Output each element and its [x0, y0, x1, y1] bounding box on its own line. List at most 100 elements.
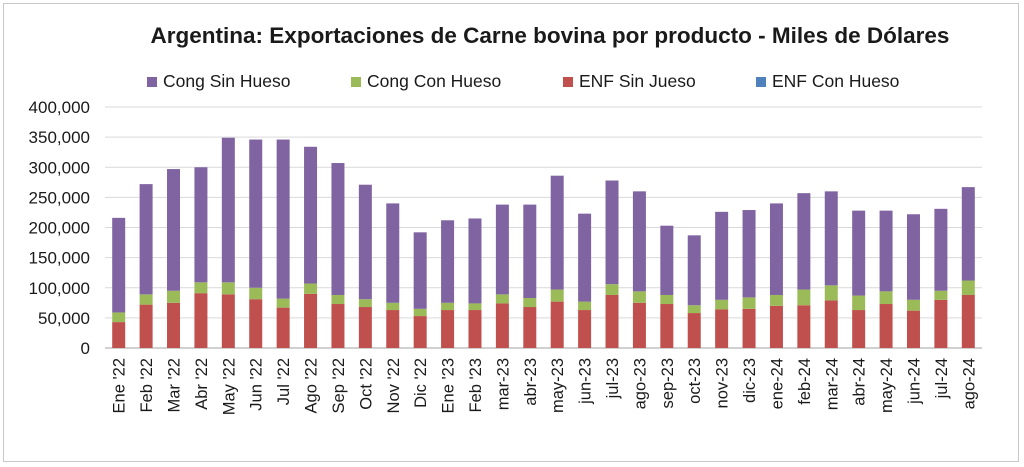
x-tick-label: Ene '22 [111, 358, 129, 413]
bars [112, 137, 975, 348]
x-tick-label: jul-23 [604, 358, 622, 399]
bar-segment-enf-sin-jueso [824, 300, 838, 348]
bar-segment-cong-con-hueso [221, 282, 235, 295]
y-tick-label: 350,000 [29, 128, 90, 147]
bar-segment-enf-sin-jueso [879, 304, 893, 348]
bar-segment-cong-con-hueso [468, 303, 482, 311]
y-tick-label: 100,000 [29, 279, 90, 298]
bar-segment-cong-con-hueso [769, 294, 783, 306]
bar-segment-enf-sin-jueso [331, 304, 345, 348]
y-tick-label: 0 [81, 339, 90, 358]
bar-segment-enf-sin-jueso [304, 293, 318, 348]
bar-segment-cong-sin-hueso [578, 213, 592, 302]
bar-segment-enf-sin-jueso [167, 302, 181, 348]
bar-segment-enf-sin-jueso [194, 293, 208, 348]
bar-segment-cong-con-hueso [906, 299, 920, 311]
bar-segment-enf-sin-jueso [550, 301, 564, 348]
y-tick-label: 150,000 [29, 249, 90, 268]
bar-segment-enf-sin-jueso [221, 294, 235, 348]
bar-segment-cong-con-hueso [523, 297, 537, 308]
x-tick-label: Oct '22 [357, 358, 375, 410]
x-tick-label: jun-24 [905, 358, 923, 405]
x-tick-label: mar-23 [494, 358, 512, 410]
bar-segment-cong-sin-hueso [413, 232, 427, 309]
x-tick-label: jul-24 [933, 358, 951, 399]
bar-segment-enf-sin-jueso [797, 305, 811, 348]
bar-segment-cong-sin-hueso [906, 214, 920, 300]
bar-segment-enf-sin-jueso [495, 303, 509, 348]
x-tick-label: mar-24 [823, 358, 841, 410]
bar-segment-enf-sin-jueso [358, 307, 372, 348]
x-tick-label: Nov '22 [385, 358, 403, 413]
x-tick-label: ene-24 [768, 358, 786, 409]
x-tick-label: ago-23 [631, 358, 649, 409]
bar-segment-cong-con-hueso [797, 289, 811, 306]
bar-segment-enf-sin-jueso [660, 304, 674, 348]
bar-segment-cong-sin-hueso [249, 139, 263, 288]
bar-segment-cong-con-hueso [139, 294, 153, 305]
bar-segment-enf-sin-jueso [961, 294, 975, 348]
y-tick-label: 250,000 [29, 188, 90, 207]
bar-segment-cong-sin-hueso [715, 211, 729, 300]
bar-segment-cong-sin-hueso [358, 184, 372, 300]
bar-segment-cong-sin-hueso [605, 180, 619, 285]
x-tick-label: Jun '22 [248, 358, 266, 411]
bar-segment-cong-con-hueso [441, 302, 455, 311]
bar-segment-enf-sin-jueso [934, 299, 948, 348]
gridlines [105, 106, 982, 349]
bar-segment-cong-con-hueso [194, 282, 208, 294]
bar-segment-cong-sin-hueso [687, 235, 701, 306]
bar-segment-cong-con-hueso [413, 308, 427, 317]
bar-segment-enf-sin-jueso [413, 316, 427, 348]
bar-segment-cong-sin-hueso [742, 210, 756, 298]
y-tick-label: 400,000 [29, 98, 90, 117]
bar-segment-cong-sin-hueso [660, 225, 674, 295]
bar-segment-cong-con-hueso [879, 291, 893, 305]
x-tick-label: sep-23 [659, 358, 677, 408]
x-tick-label: Ene '23 [440, 358, 458, 413]
x-tick-label: Jul '22 [275, 358, 293, 405]
x-tick-label: nov-23 [714, 358, 732, 408]
legend-item-enf-con-hueso: ENF Con Hueso [756, 71, 899, 92]
bar-segment-cong-sin-hueso [468, 218, 482, 304]
x-tick-label: Abr '22 [193, 358, 211, 410]
bar-segment-cong-con-hueso [961, 280, 975, 295]
bar-segment-cong-sin-hueso [331, 163, 345, 295]
x-tick-label: Dic '22 [412, 358, 430, 408]
bar-segment-cong-sin-hueso [879, 210, 893, 292]
bar-segment-enf-sin-jueso [769, 305, 783, 348]
bar-segment-cong-con-hueso [605, 284, 619, 295]
x-tick-label: feb-24 [796, 358, 814, 405]
bar-segment-cong-con-hueso [495, 294, 509, 304]
bar-segment-cong-sin-hueso [167, 169, 181, 291]
bar-segment-enf-sin-jueso [249, 299, 263, 348]
bar-segment-cong-con-hueso [715, 299, 729, 310]
y-tick-label: 200,000 [29, 219, 90, 238]
bar-segment-cong-sin-hueso [386, 203, 400, 303]
bar-segment-cong-sin-hueso [441, 220, 455, 303]
bar-segment-cong-con-hueso [386, 302, 400, 311]
legend-item-cong-con-hueso: Cong Con Hueso [351, 71, 501, 92]
x-tick-label: abr-24 [851, 358, 869, 406]
bar-segment-cong-con-hueso [304, 283, 318, 294]
bar-segment-cong-sin-hueso [550, 175, 564, 290]
legend-label-cong-sin-hueso: Cong Sin Hueso [163, 71, 291, 91]
bar-segment-cong-con-hueso [934, 290, 948, 300]
legend-label-cong-con-hueso: Cong Con Hueso [367, 71, 502, 91]
x-tick-label: may-24 [878, 358, 896, 413]
bar-segment-enf-sin-jueso [112, 322, 126, 348]
bar-segment-cong-con-hueso [852, 295, 866, 311]
bar-segment-cong-sin-hueso [495, 204, 509, 295]
bar-segment-cong-sin-hueso [139, 184, 153, 295]
bar-segment-cong-sin-hueso [523, 204, 537, 298]
bar-segment-enf-sin-jueso [906, 310, 920, 348]
bar-segment-cong-sin-hueso [276, 139, 290, 299]
legend-label-enf-con-hueso: ENF Con Hueso [772, 71, 900, 91]
x-tick-label: may-23 [549, 358, 567, 413]
bar-segment-cong-con-hueso [276, 298, 290, 308]
bar-segment-cong-con-hueso [249, 287, 263, 300]
bar-segment-cong-sin-hueso [194, 167, 208, 283]
x-tick-label: oct-23 [686, 358, 704, 404]
bar-segment-cong-con-hueso [578, 301, 592, 311]
